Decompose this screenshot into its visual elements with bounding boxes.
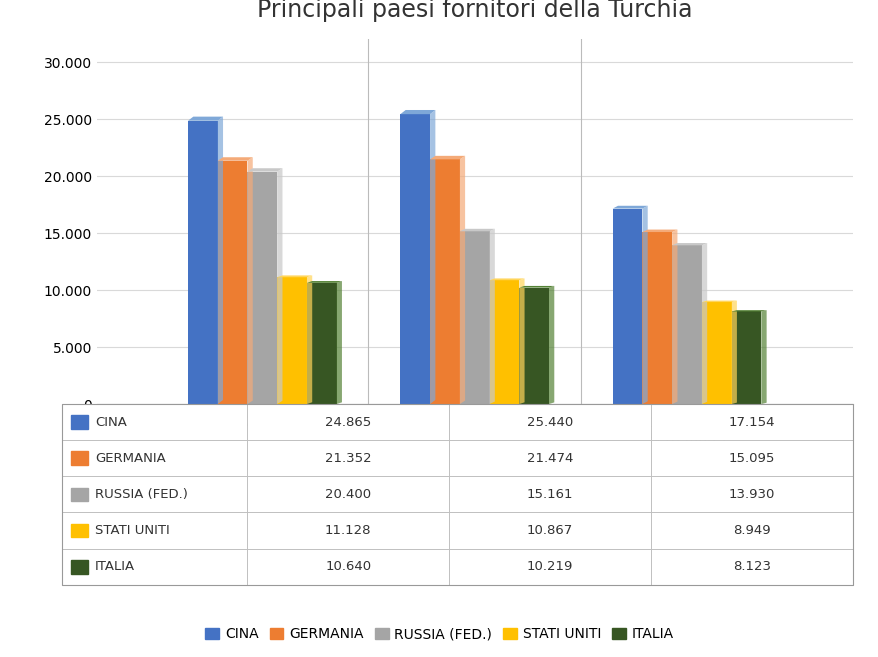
Bar (429, 160, 459, 404)
Bar (248, 549, 449, 585)
Bar (248, 512, 449, 549)
Bar (399, 114, 429, 404)
Bar (449, 440, 650, 476)
Polygon shape (336, 281, 342, 404)
Bar (459, 231, 489, 404)
Text: 8.949: 8.949 (732, 524, 770, 537)
Polygon shape (489, 229, 494, 404)
Text: 15.095: 15.095 (728, 452, 774, 464)
Text: 10.867: 10.867 (526, 524, 572, 537)
Bar (519, 288, 549, 404)
Bar (71, 415, 89, 429)
Bar (61, 404, 248, 440)
Bar (71, 451, 89, 465)
Bar (71, 487, 89, 501)
Text: 11.128: 11.128 (325, 524, 371, 537)
Bar (642, 232, 672, 404)
Polygon shape (429, 110, 435, 404)
Bar (248, 440, 449, 476)
Title: Principali paesi fornitori della Turchia: Principali paesi fornitori della Turchia (256, 0, 692, 22)
Bar (650, 512, 852, 549)
Bar (71, 560, 89, 574)
Bar (489, 281, 519, 404)
Bar (730, 311, 760, 404)
Bar (650, 476, 852, 512)
Polygon shape (399, 110, 435, 114)
Polygon shape (277, 168, 282, 404)
Polygon shape (188, 117, 223, 121)
Bar (188, 121, 218, 404)
Polygon shape (642, 229, 677, 232)
Polygon shape (306, 275, 312, 404)
Bar (672, 245, 701, 404)
Polygon shape (549, 286, 554, 404)
Legend: CINA, GERMANIA, RUSSIA (FED.), STATI UNITI, ITALIA: CINA, GERMANIA, RUSSIA (FED.), STATI UNI… (199, 622, 679, 646)
Bar (306, 283, 336, 404)
Polygon shape (642, 206, 647, 404)
Polygon shape (519, 279, 524, 404)
Text: RUSSIA (FED.): RUSSIA (FED.) (95, 488, 187, 501)
Polygon shape (429, 156, 464, 160)
Bar (248, 171, 277, 404)
Bar (612, 208, 642, 404)
Polygon shape (248, 157, 253, 404)
Text: CINA: CINA (95, 416, 126, 428)
Bar (449, 512, 650, 549)
Text: 8.123: 8.123 (732, 560, 770, 573)
Polygon shape (672, 243, 707, 245)
Bar (701, 302, 730, 404)
Polygon shape (459, 229, 494, 231)
Bar (248, 404, 449, 440)
Polygon shape (218, 157, 253, 161)
Bar (650, 404, 852, 440)
Text: 25.440: 25.440 (526, 416, 572, 428)
Polygon shape (218, 117, 223, 404)
Text: 13.930: 13.930 (728, 488, 774, 501)
Text: 10.640: 10.640 (325, 560, 371, 573)
Bar (650, 549, 852, 585)
Text: STATI UNITI: STATI UNITI (95, 524, 169, 537)
Text: 15.161: 15.161 (526, 488, 572, 501)
Polygon shape (277, 275, 312, 277)
Polygon shape (701, 301, 736, 302)
Polygon shape (489, 279, 524, 281)
Text: ITALIA: ITALIA (95, 560, 134, 573)
Text: 21.474: 21.474 (526, 452, 572, 464)
Bar (650, 440, 852, 476)
Text: 10.219: 10.219 (526, 560, 572, 573)
Text: 20.400: 20.400 (325, 488, 371, 501)
Bar (61, 476, 248, 512)
Polygon shape (306, 281, 342, 283)
Bar (449, 549, 650, 585)
Bar (277, 277, 306, 404)
Text: 17.154: 17.154 (728, 416, 774, 428)
Polygon shape (248, 168, 282, 171)
Polygon shape (730, 301, 736, 404)
Polygon shape (519, 286, 554, 288)
Text: 21.352: 21.352 (325, 452, 371, 464)
Bar (61, 512, 248, 549)
Bar (248, 476, 449, 512)
Polygon shape (612, 206, 647, 208)
Bar (71, 524, 89, 537)
Text: GERMANIA: GERMANIA (95, 452, 165, 464)
Bar (218, 161, 248, 404)
Text: 24.865: 24.865 (325, 416, 371, 428)
Bar (61, 440, 248, 476)
Polygon shape (730, 310, 766, 311)
Polygon shape (760, 310, 766, 404)
Polygon shape (701, 243, 707, 404)
Bar (449, 476, 650, 512)
Bar (61, 549, 248, 585)
Polygon shape (672, 229, 677, 404)
Bar (449, 404, 650, 440)
Polygon shape (459, 156, 464, 404)
